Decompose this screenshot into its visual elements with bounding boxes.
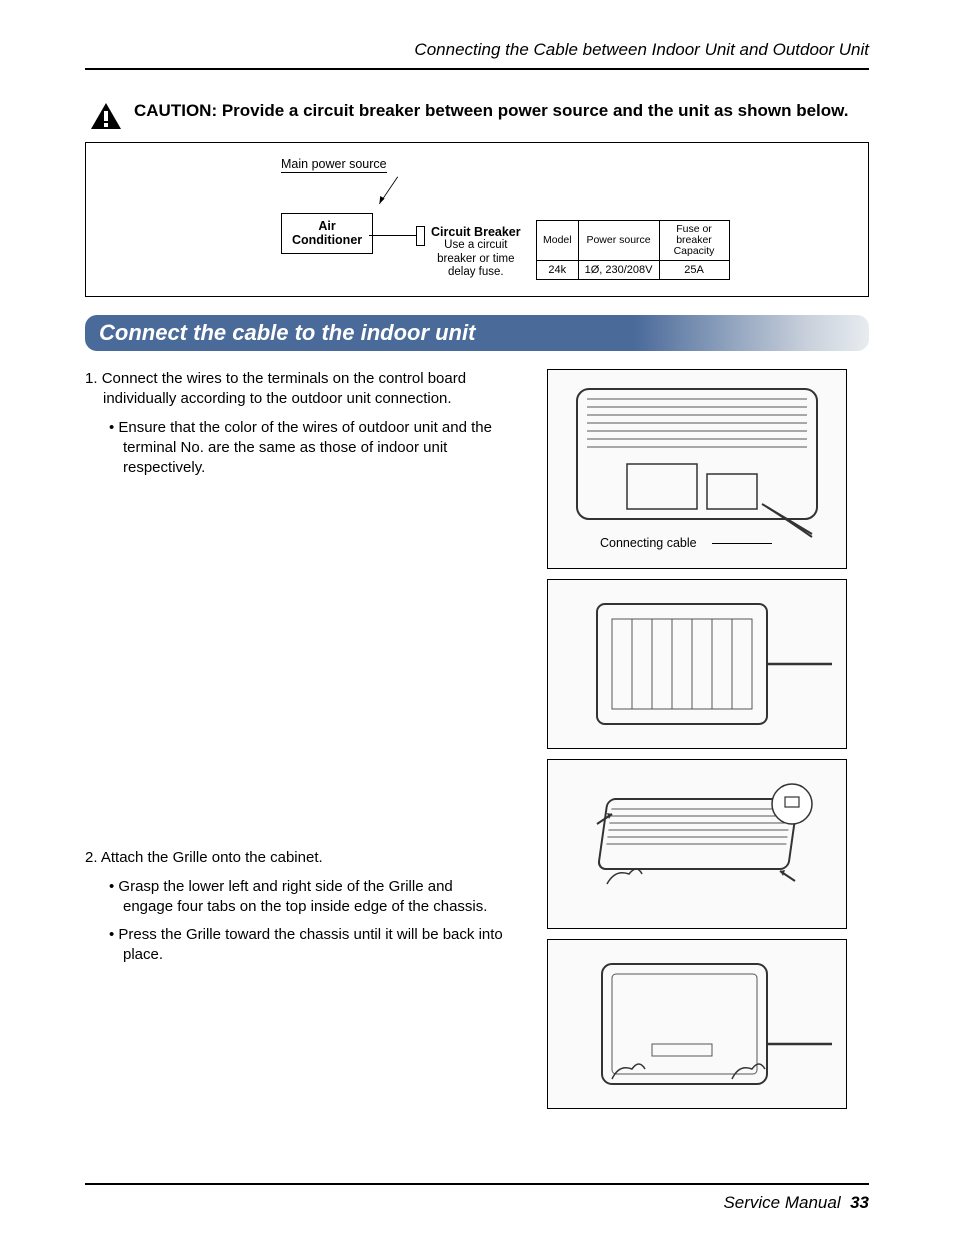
- section-banner: Connect the cable to the indoor unit: [85, 315, 869, 351]
- cb-title: Circuit Breaker: [431, 225, 521, 239]
- caution-block: CAUTION: Provide a circuit breaker betwe…: [85, 100, 869, 130]
- circuit-breaker-text: Circuit Breaker Use a circuit breaker or…: [431, 225, 521, 279]
- td-model: 24k: [537, 261, 579, 280]
- grille-front-svg: [557, 949, 837, 1099]
- step-2-num: 2.: [85, 849, 98, 866]
- th-fuse: Fuse or breaker Capacity: [659, 221, 729, 261]
- th-model: Model: [537, 221, 579, 261]
- step-1: 1. Connect the wires to the terminals on…: [85, 369, 505, 478]
- illustrations-column: Connecting cable: [525, 369, 869, 1109]
- step-2-bullet-1: • Grasp the lower left and right side of…: [85, 877, 505, 918]
- td-power: 1Ø, 230/208V: [578, 261, 659, 280]
- step-2-text: 2. Attach the Grille onto the cabinet.: [85, 848, 505, 868]
- step-1-text: 1. Connect the wires to the terminals on…: [85, 369, 505, 410]
- step-2-bullet-2: • Press the Grille toward the chassis un…: [85, 925, 505, 966]
- arrow-icon: [374, 175, 404, 210]
- th-power: Power source: [578, 221, 659, 261]
- indoor-unit-open-svg: [557, 379, 837, 559]
- ac-line2: Conditioner: [292, 233, 362, 247]
- cb-note2: breaker or time: [431, 253, 521, 266]
- step-1-bullet-1: • Ensure that the color of the wires of …: [85, 418, 505, 479]
- illustration-3: [547, 759, 847, 929]
- illustration-4: [547, 939, 847, 1109]
- grille-rear-svg: [557, 589, 837, 739]
- step-1-num: 1.: [85, 370, 98, 387]
- content-row: 1. Connect the wires to the terminals on…: [85, 369, 869, 1109]
- air-conditioner-box: Air Conditioner: [281, 213, 373, 254]
- connecting-cable-leader: [712, 543, 772, 544]
- main-power-source-label: Main power source: [281, 157, 387, 173]
- spec-table: Model Power source Fuse or breaker Capac…: [536, 220, 730, 280]
- step-2: 2. Attach the Grille onto the cabinet. •…: [85, 848, 505, 965]
- circuit-diagram: Main power source Air Conditioner Circui…: [85, 142, 869, 297]
- illustration-2: [547, 579, 847, 749]
- illustration-1: Connecting cable: [547, 369, 847, 569]
- steps-column: 1. Connect the wires to the terminals on…: [85, 369, 505, 1109]
- page-header: Connecting the Cable between Indoor Unit…: [85, 40, 869, 70]
- circuit-breaker-symbol: [416, 226, 425, 246]
- warning-icon: [90, 102, 122, 130]
- cb-note3: delay fuse.: [431, 266, 521, 279]
- td-fuse: 25A: [659, 261, 729, 280]
- footer-label: Service Manual: [723, 1193, 840, 1212]
- cb-note1: Use a circuit: [431, 239, 521, 252]
- page-footer: Service Manual 33: [85, 1183, 869, 1213]
- caution-text: CAUTION: Provide a circuit breaker betwe…: [134, 100, 848, 123]
- ac-line1: Air: [318, 219, 335, 233]
- connector-line: [369, 235, 416, 236]
- attach-grille-svg: [557, 769, 837, 919]
- header-title: Connecting the Cable between Indoor Unit…: [414, 40, 869, 59]
- connecting-cable-label: Connecting cable: [600, 536, 697, 550]
- page-number: 33: [850, 1193, 869, 1212]
